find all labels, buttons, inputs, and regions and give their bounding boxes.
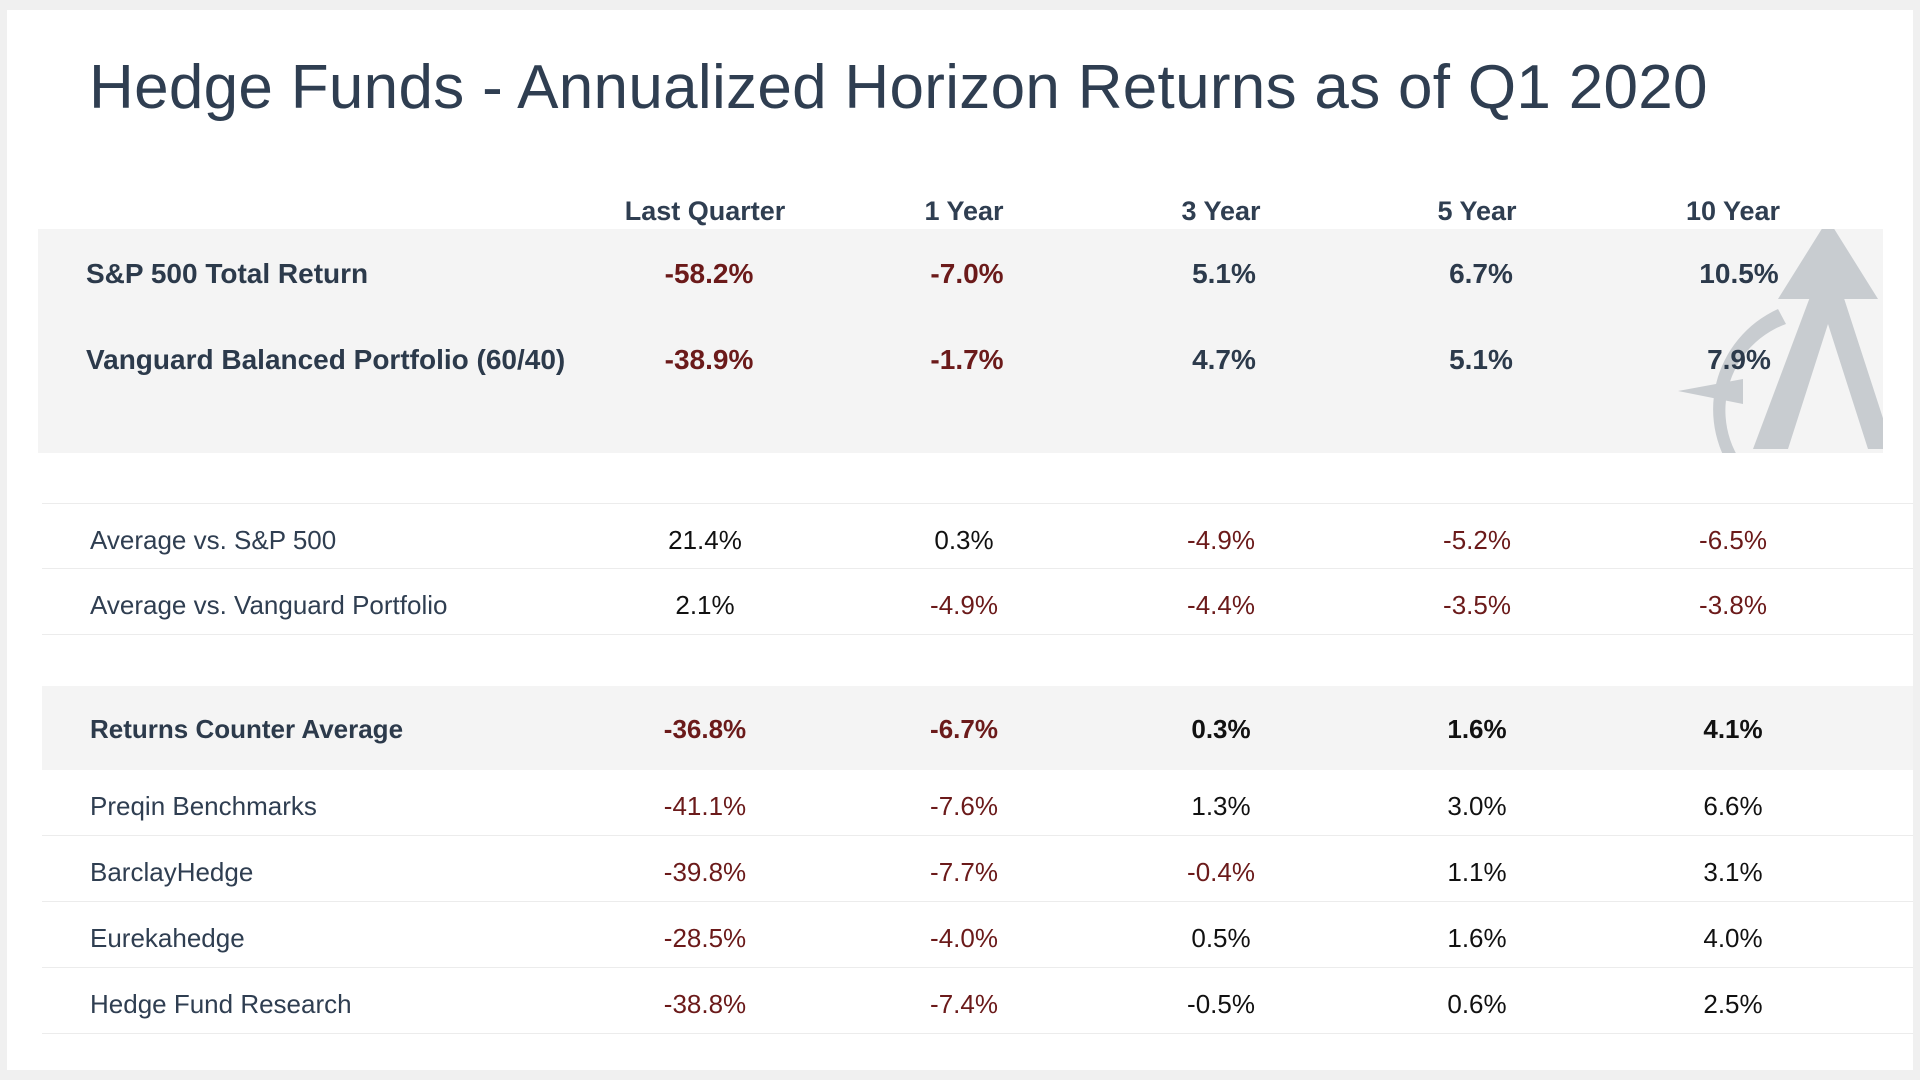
- value-cell: -0.5%: [1187, 989, 1255, 1019]
- value-cell: -41.1%: [663, 791, 747, 821]
- row-label: S&P 500 Total Return: [86, 258, 369, 289]
- benchmark-block: S&P 500 Total Return -58.2% -7.0% 5.1% 6…: [38, 229, 1883, 453]
- row-label: BarclayHedge: [90, 857, 254, 887]
- value-cell: 1.6%: [1447, 714, 1507, 744]
- value-cell: 7.9%: [1707, 344, 1771, 375]
- value-cell: -58.2%: [664, 258, 754, 289]
- table-row-preqin: Preqin Benchmarks -41.1% -7.6% 1.3% 3.0%…: [42, 770, 1913, 836]
- value-cell: -4.4%: [1187, 590, 1255, 620]
- row-label: Eurekahedge: [90, 923, 245, 953]
- value-cell: 10.5%: [1699, 258, 1779, 289]
- value-cell: 2.1%: [675, 590, 735, 620]
- value-cell: -7.4%: [930, 989, 998, 1019]
- value-cell: -28.5%: [663, 923, 747, 953]
- value-cell: 3.1%: [1703, 857, 1763, 887]
- page-title: Hedge Funds - Annualized Horizon Returns…: [89, 53, 1708, 122]
- value-cell: -39.8%: [663, 857, 747, 887]
- value-cell: -7.6%: [930, 791, 998, 821]
- value-cell: 3.0%: [1447, 791, 1507, 821]
- value-cell: 6.6%: [1703, 791, 1763, 821]
- value-cell: 0.6%: [1447, 989, 1507, 1019]
- row-label: Vanguard Balanced Portfolio (60/40): [86, 344, 566, 375]
- value-cell: -3.8%: [1699, 590, 1767, 620]
- value-cell: 0.5%: [1191, 923, 1251, 953]
- value-cell: 21.4%: [668, 525, 742, 555]
- row-label: Average vs. Vanguard Portfolio: [90, 590, 448, 620]
- col-header-5-year: 5 Year: [1437, 196, 1517, 226]
- value-cell: 4.0%: [1703, 923, 1763, 953]
- value-cell: -5.2%: [1443, 525, 1511, 555]
- table-row-avg-vs-vanguard: Average vs. Vanguard Portfolio 2.1% -4.9…: [42, 569, 1913, 635]
- value-cell: 1.3%: [1191, 791, 1251, 821]
- row-label: Preqin Benchmarks: [90, 791, 317, 821]
- table-row-eurekahedge: Eurekahedge -28.5% -4.0% 0.5% 1.6% 4.0%: [42, 902, 1913, 968]
- value-cell: 2.5%: [1703, 989, 1763, 1019]
- benchmark-row-sp500: S&P 500 Total Return -58.2% -7.0% 5.1% 6…: [38, 229, 1883, 315]
- value-cell: 5.1%: [1449, 344, 1513, 375]
- row-label: Returns Counter Average: [90, 714, 404, 744]
- value-cell: -7.0%: [930, 258, 1004, 289]
- value-cell: 4.7%: [1192, 344, 1256, 375]
- row-label: Average vs. S&P 500: [90, 525, 337, 555]
- col-header-last-quarter: Last Quarter: [624, 196, 786, 226]
- value-cell: -36.8%: [663, 714, 747, 744]
- table-row-barclayhedge: BarclayHedge -39.8% -7.7% -0.4% 1.1% 3.1…: [42, 836, 1913, 902]
- value-cell: -0.4%: [1187, 857, 1255, 887]
- value-cell: 4.1%: [1703, 714, 1763, 744]
- value-cell: -7.7%: [930, 857, 998, 887]
- value-cell: 5.1%: [1192, 258, 1256, 289]
- table-row-hedge-fund-research: Hedge Fund Research -38.8% -7.4% -0.5% 0…: [42, 968, 1913, 1034]
- value-cell: 1.6%: [1447, 923, 1507, 953]
- column-header-row: Last Quarter 1 Year 3 Year 5 Year 10 Yea…: [7, 190, 1913, 234]
- value-cell: -6.5%: [1699, 525, 1767, 555]
- value-cell: 0.3%: [934, 525, 994, 555]
- compass-logo-icon: [1678, 229, 1883, 453]
- summary-row-returns-counter-average: Returns Counter Average -36.8% -6.7% 0.3…: [42, 686, 1913, 770]
- value-cell: -3.5%: [1443, 590, 1511, 620]
- value-cell: -38.9%: [664, 344, 754, 375]
- value-cell: 0.3%: [1191, 714, 1251, 744]
- value-cell: 1.1%: [1447, 857, 1507, 887]
- value-cell: -6.7%: [930, 714, 998, 744]
- value-cell: -1.7%: [930, 344, 1004, 375]
- col-header-1-year: 1 Year: [924, 196, 1004, 226]
- value-cell: -4.9%: [1187, 525, 1255, 555]
- row-label: Hedge Fund Research: [90, 989, 352, 1019]
- col-header-10-year: 10 Year: [1685, 196, 1781, 226]
- table-row-avg-vs-sp500: Average vs. S&P 500 21.4% 0.3% -4.9% -5.…: [42, 503, 1913, 569]
- value-cell: 6.7%: [1449, 258, 1513, 289]
- benchmark-row-vanguard: Vanguard Balanced Portfolio (60/40) -38.…: [38, 315, 1883, 401]
- report-page: Hedge Funds - Annualized Horizon Returns…: [7, 10, 1913, 1070]
- col-header-3-year: 3 Year: [1181, 196, 1261, 226]
- value-cell: -4.9%: [930, 590, 998, 620]
- value-cell: -4.0%: [930, 923, 998, 953]
- value-cell: -38.8%: [663, 989, 747, 1019]
